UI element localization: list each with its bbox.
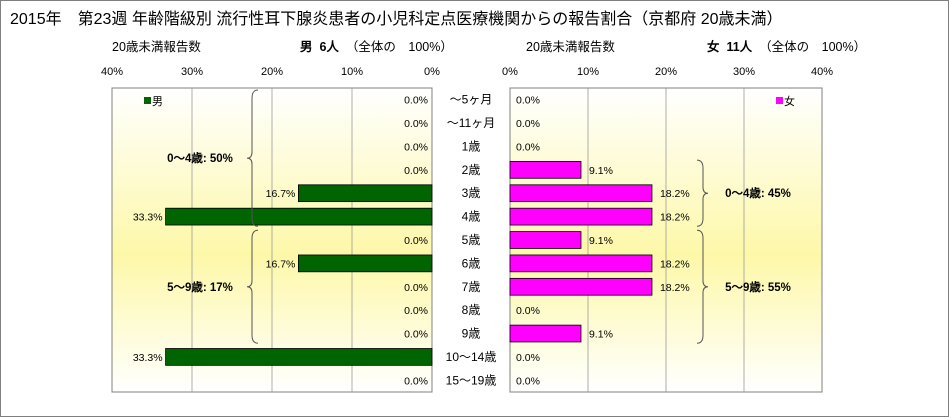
female-data-label: 18.2% xyxy=(660,188,690,200)
female-data-label: 9.1% xyxy=(589,165,613,177)
male-data-label: 0.0% xyxy=(404,141,428,153)
male-bar xyxy=(297,184,433,203)
category-label: 2歳 xyxy=(462,163,481,177)
male-tick-label: 20% xyxy=(261,66,283,78)
female-count-line: 女 11人 （全体の 100%） xyxy=(707,36,866,55)
male-data-label: 16.7% xyxy=(266,258,296,270)
male-data-label: 33.3% xyxy=(133,352,163,364)
female-bar xyxy=(509,207,653,226)
male-data-label: 0.0% xyxy=(404,282,428,294)
female-data-label: 18.2% xyxy=(660,258,690,270)
male-tick-label: 0% xyxy=(424,66,440,78)
female-data-label: 18.2% xyxy=(660,282,690,294)
female-share: （全体の 100%） xyxy=(759,40,867,54)
female-tick-label: 40% xyxy=(811,66,833,78)
category-label: 1歳 xyxy=(462,139,481,153)
male-data-label: 0.0% xyxy=(404,118,428,130)
chart-title: 2015年 第23週 年齢階級別 流行性耳下腺炎患者の小児科定点医療機関からの報… xyxy=(10,11,783,28)
category-label: ～5ヶ月 xyxy=(450,93,493,107)
category-label: 3歳 xyxy=(462,186,481,200)
male-legend-swatch xyxy=(144,97,151,104)
male-share: （全体の 100%） xyxy=(345,40,453,54)
female-tick-label: 10% xyxy=(577,66,599,78)
female-count: 11人 xyxy=(726,40,753,54)
male-bar xyxy=(297,254,433,273)
category-label: 7歳 xyxy=(462,280,481,294)
female-bar xyxy=(509,231,582,249)
category-label: 9歳 xyxy=(462,327,481,341)
category-label: 5歳 xyxy=(462,233,481,247)
male-legend-label: 男 xyxy=(152,96,163,108)
female-legend-label: 女 xyxy=(784,94,795,108)
female-bar xyxy=(509,254,653,273)
female-tick-label: 0% xyxy=(502,66,518,78)
male-data-label: 0.0% xyxy=(404,329,428,341)
category-label: 4歳 xyxy=(462,210,481,224)
male-tick-label: 10% xyxy=(341,66,363,78)
male-data-label: 0.0% xyxy=(404,375,428,387)
category-label: ～11ヶ月 xyxy=(447,116,495,130)
male-data-label: 16.7% xyxy=(266,188,296,200)
male-data-label: 0.0% xyxy=(404,305,428,317)
female-tick-label: 30% xyxy=(733,66,755,78)
female-data-label: 0.0% xyxy=(516,375,540,387)
male-bar xyxy=(165,348,433,366)
female-tick-label: 20% xyxy=(655,66,677,78)
male-group-label: 5～9歳: 17% xyxy=(167,280,233,294)
female-report-label: 20歳未満報告数 xyxy=(526,40,615,54)
male-data-label: 33.3% xyxy=(133,212,163,224)
male-data-label: 0.0% xyxy=(404,235,428,247)
male-count-line: 男 6人 （全体の 100%） xyxy=(300,36,453,55)
female-group-brace xyxy=(696,229,709,344)
male-tick-label: 40% xyxy=(101,66,123,78)
female-group-label: 5～9歳: 55% xyxy=(725,280,791,294)
male-sex-label: 男 xyxy=(300,40,313,54)
female-data-label: 18.2% xyxy=(660,212,690,224)
female-data-label: 0.0% xyxy=(516,95,540,107)
male-report-label: 20歳未満報告数 xyxy=(112,40,201,54)
female-bar xyxy=(509,277,653,296)
male-group-brace xyxy=(246,89,259,227)
female-group-label: 0～4歳: 45% xyxy=(725,186,791,200)
male-bar xyxy=(165,207,433,226)
female-bar xyxy=(509,161,582,179)
category-label: 10～14歳 xyxy=(446,350,497,364)
female-group-brace xyxy=(696,159,709,227)
female-sex-label: 女 xyxy=(707,40,720,54)
male-count: 6人 xyxy=(319,40,339,54)
male-tick-label: 30% xyxy=(181,66,203,78)
female-legend-swatch xyxy=(776,97,783,104)
female-data-label: 9.1% xyxy=(589,329,613,341)
female-data-label: 0.0% xyxy=(516,305,540,317)
female-data-label: 0.0% xyxy=(516,118,540,130)
female-data-label: 0.0% xyxy=(516,141,540,153)
female-data-label: 0.0% xyxy=(516,352,540,364)
male-data-label: 0.0% xyxy=(404,95,428,107)
category-label: 15～19歳 xyxy=(446,373,497,387)
category-label: 6歳 xyxy=(462,256,481,270)
male-group-brace xyxy=(246,229,259,344)
female-data-label: 9.1% xyxy=(589,235,613,247)
female-bar xyxy=(509,184,653,203)
female-bar xyxy=(509,324,582,343)
category-label: 8歳 xyxy=(462,303,481,317)
male-group-label: 0～4歳: 50% xyxy=(167,151,233,165)
male-data-label: 0.0% xyxy=(404,165,428,177)
